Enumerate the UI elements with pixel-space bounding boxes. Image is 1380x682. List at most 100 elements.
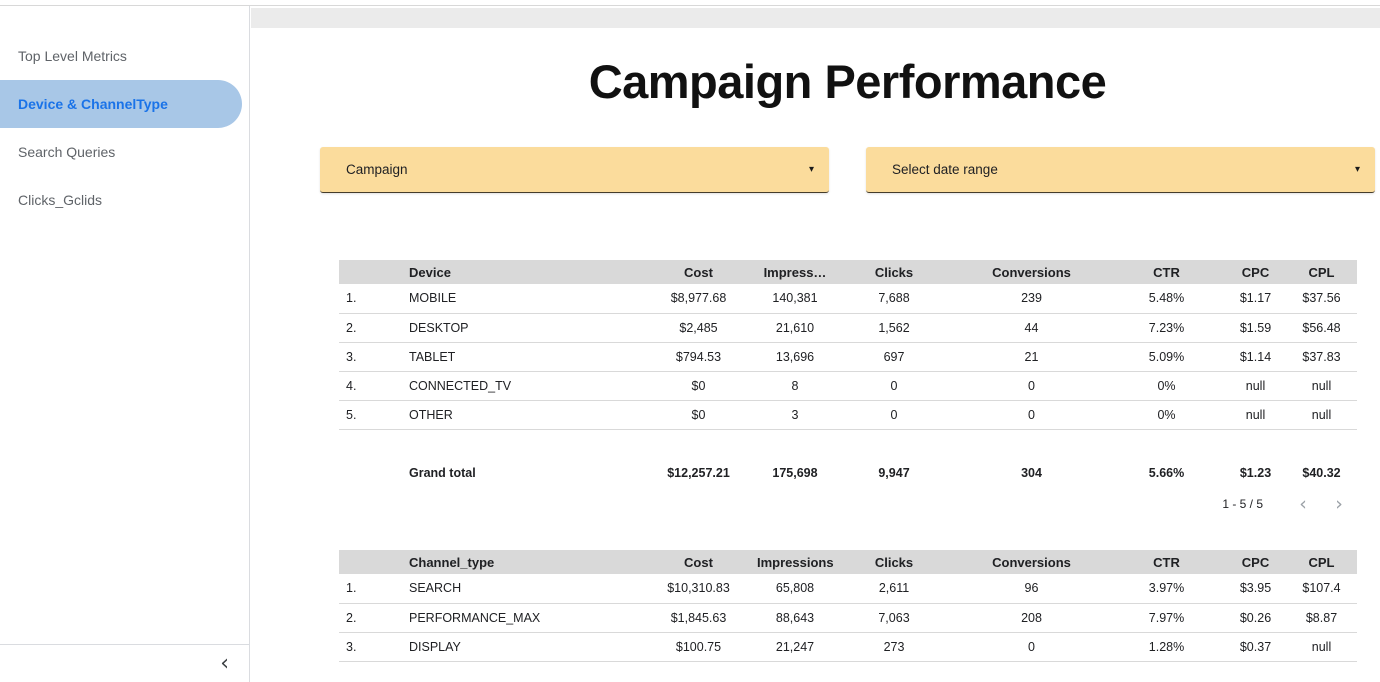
cell: 7,688: [833, 284, 955, 314]
cell: 239: [955, 284, 1108, 314]
column-header[interactable]: Cost: [640, 550, 757, 574]
device-table-pagination: 1 - 5 / 5 ‹ ›: [339, 493, 1357, 515]
cell: $3.95: [1225, 574, 1286, 604]
campaign-filter-dropdown[interactable]: Campaign ▾: [320, 147, 829, 193]
report-canvas: Campaign Performance Campaign ▾ Select d…: [251, 6, 1380, 682]
cell: 2,611: [833, 574, 955, 604]
cell: 0%: [1108, 371, 1225, 401]
grand-total-cell: 175,698: [772, 466, 818, 480]
dropdown-arrow-icon: ▾: [808, 164, 814, 175]
cell: $37.56: [1286, 284, 1357, 314]
cell: 44: [955, 313, 1108, 343]
cell: 88,643: [757, 603, 833, 633]
cell: 0: [833, 400, 955, 430]
cell: MOBILE: [395, 284, 640, 314]
sidebar-item-label: Device & ChannelType: [18, 96, 168, 112]
cell: 697: [833, 342, 955, 372]
cell: $0.37: [1225, 632, 1286, 662]
sidebar-item-search-queries[interactable]: Search Queries: [0, 128, 249, 176]
cell: DISPLAY: [395, 632, 640, 662]
cell: 0: [955, 371, 1108, 401]
cell: 96: [955, 574, 1108, 604]
header-row: Channel_type Cost Impressions Clicks Convers…: [339, 550, 1357, 574]
cell: $8.87: [1286, 603, 1357, 633]
sidebar-item-clicks-gclids[interactable]: Clicks_Gclids: [0, 176, 249, 224]
column-header[interactable]: Device: [395, 260, 640, 284]
cell: 4.: [339, 371, 395, 401]
column-header[interactable]: [339, 550, 395, 574]
column-header[interactable]: Impressions: [757, 550, 834, 574]
cell: $37.83: [1286, 342, 1357, 372]
grand-total-cell: Grand total: [409, 466, 476, 480]
cell: 3.: [339, 632, 395, 662]
sidebar-item-label: Clicks_Gclids: [18, 192, 103, 208]
grand-total-cell: [339, 459, 395, 487]
cell: 3.97%: [1108, 574, 1225, 604]
next-page-button[interactable]: ›: [1321, 492, 1357, 515]
cell: $794.53: [640, 342, 757, 372]
cell: 0: [833, 371, 955, 401]
cell: $100.75: [640, 632, 757, 662]
cell: PERFORMANCE_MAX: [395, 603, 640, 633]
cell: $1.14: [1225, 342, 1286, 372]
cell: OTHER: [395, 400, 640, 430]
spacer-row: [339, 429, 1357, 459]
cell: 5.09%: [1108, 342, 1225, 372]
sidebar-item-device-channeltype[interactable]: Device & ChannelType: [0, 80, 242, 128]
column-header[interactable]: CPC: [1225, 260, 1286, 284]
cell: 0: [955, 632, 1108, 662]
cell: 208: [955, 603, 1108, 633]
report-page-nav: Top Level Metrics Device & ChannelType S…: [0, 6, 249, 224]
date-range-label: Select date range: [892, 162, 998, 177]
column-header[interactable]: Clicks: [833, 260, 955, 284]
cell: null: [1286, 371, 1357, 401]
table-row: 2. PERFORMANCE_MAX $1,845.63 88,643 7,063 208…: [339, 603, 1357, 633]
cell: 0%: [1108, 400, 1225, 430]
report-page: Campaign Performance Campaign ▾ Select d…: [251, 58, 1380, 662]
cell: $0.26: [1225, 603, 1286, 633]
column-header[interactable]: Cost: [640, 260, 757, 284]
cell: $2,485: [640, 313, 757, 343]
toolbar-strip: [251, 8, 1380, 28]
cell: 1.: [339, 574, 395, 604]
cell: 21,247: [757, 632, 833, 662]
channel-table-block: Channel_type Cost Impressions Clicks Convers…: [339, 550, 1357, 662]
sidebar: Top Level Metrics Device & ChannelType S…: [0, 6, 250, 682]
filter-bar: Campaign ▾ Select date range ▾: [320, 147, 1375, 193]
sidebar-item-top-level-metrics[interactable]: Top Level Metrics: [0, 32, 249, 80]
cell: $0: [640, 400, 757, 430]
chevron-right-icon: ›: [1335, 492, 1343, 515]
cell: $1,845.63: [640, 603, 757, 633]
cell: 7,063: [833, 603, 955, 633]
column-header[interactable]: CTR: [1108, 550, 1225, 574]
sidebar-item-label: Search Queries: [18, 144, 116, 160]
cell: $107.4: [1286, 574, 1357, 604]
column-header[interactable]: Impress…: [757, 260, 833, 284]
date-range-dropdown[interactable]: Select date range ▾: [866, 147, 1375, 193]
grand-total-cell: $12,257.21: [667, 466, 730, 480]
header-row: Device Cost Impress… Clicks Conversions CTR CP…: [339, 260, 1357, 284]
column-header[interactable]: Clicks: [833, 550, 955, 574]
cell: CONNECTED_TV: [395, 371, 640, 401]
column-header[interactable]: CPL: [1286, 550, 1357, 574]
column-header[interactable]: Conversions: [955, 260, 1108, 284]
prev-page-button[interactable]: ‹: [1285, 494, 1321, 514]
cell: 273: [833, 632, 955, 662]
cell: null: [1286, 632, 1357, 662]
cell: $0: [640, 371, 757, 401]
table-row: 4. CONNECTED_TV $0 8 0 0 0% null null: [339, 371, 1357, 401]
campaign-filter-label: Campaign: [346, 162, 408, 177]
collapse-sidebar-button[interactable]: ‹: [216, 652, 233, 675]
column-header[interactable]: CPL: [1286, 260, 1357, 284]
column-header[interactable]: [339, 260, 395, 284]
cell: 3.: [339, 342, 395, 372]
column-header[interactable]: CTR: [1108, 260, 1225, 284]
cell: 7.97%: [1108, 603, 1225, 633]
table-row: 3. TABLET $794.53 13,696 697 21 5.09% $1.14 $37.…: [339, 342, 1357, 372]
column-header[interactable]: CPC: [1225, 550, 1286, 574]
column-header[interactable]: Channel_type: [395, 550, 640, 574]
page-title: Campaign Performance: [588, 55, 1107, 108]
cell: null: [1225, 371, 1286, 401]
device-table: Device Cost Impress… Clicks Conversions CTR CP…: [339, 260, 1357, 487]
column-header[interactable]: Conversions: [955, 550, 1108, 574]
